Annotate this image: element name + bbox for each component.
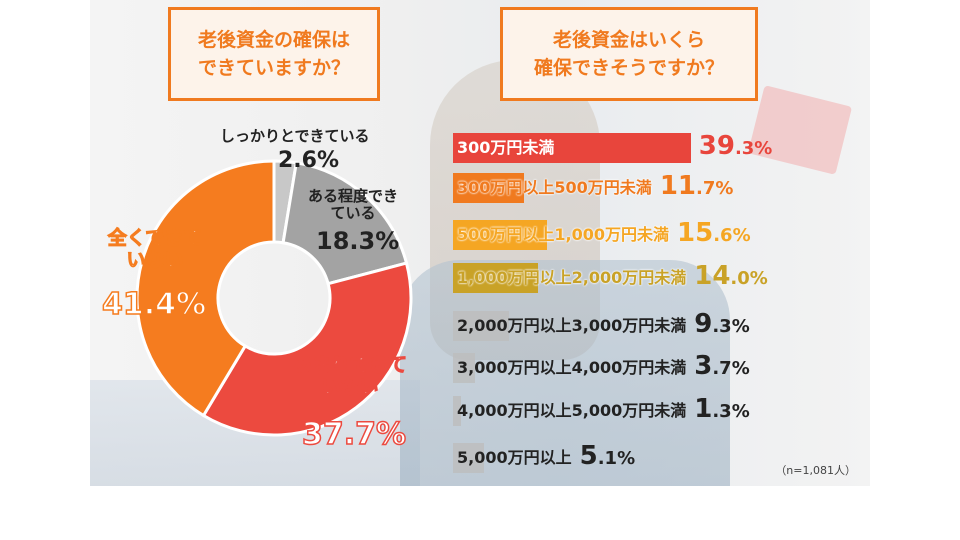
- slice-value-not-much: 37.7%: [301, 417, 407, 452]
- bar: [453, 133, 691, 163]
- bar-value-dec: .6%: [713, 225, 751, 246]
- bar-value: 3.7%: [694, 351, 750, 381]
- bar-value-dec: .3%: [712, 316, 750, 337]
- bar-value-int: 1: [694, 394, 713, 424]
- bar-value: 1.3%: [694, 394, 750, 424]
- slice-value-firmly: 2.6%: [278, 148, 340, 173]
- bar-value-dec: .7%: [712, 358, 750, 379]
- slice-value-not-at-all: 41.4%: [101, 287, 207, 322]
- bar: [453, 311, 510, 341]
- bar-value-int: 15: [677, 218, 714, 248]
- bar-value: 39.3%: [699, 131, 773, 161]
- slice-label-somewhat: ある程度できている: [308, 187, 399, 223]
- bar: [453, 220, 548, 250]
- sample-size-note: （n=1,081人）: [775, 464, 856, 477]
- donut-slice-not-at-all: [135, 159, 276, 418]
- bar-label: 5,000万円以上: [457, 448, 572, 467]
- bar-value-dec: .3%: [734, 138, 773, 159]
- bar: [453, 173, 524, 203]
- bar-label: 300万円未満: [457, 138, 555, 157]
- slice-label-firmly: しっかりとできている: [220, 127, 370, 145]
- bar-value-dec: .3%: [712, 401, 750, 422]
- bar-value-int: 5: [579, 441, 598, 471]
- slice-label-not-much: あまりできていない: [292, 354, 407, 399]
- bar-value: 5.1%: [580, 441, 636, 471]
- bar-value-int: 11: [659, 171, 696, 201]
- left-title-line1: 老後資金の確保は: [197, 29, 350, 51]
- bar-label: 2,000万円以上3,000万円未満: [457, 316, 687, 335]
- bar-value: 9.3%: [694, 309, 750, 339]
- right-title-line1: 老後資金はいくら: [552, 29, 705, 51]
- left-title-line2: できていますか？: [197, 57, 350, 79]
- bar-value-dec: .7%: [696, 178, 734, 199]
- bar-value-int: 14: [694, 261, 731, 291]
- bar-value: 15.6%: [677, 218, 751, 248]
- bar-label: 3,000万円以上4,000万円未満: [457, 358, 687, 377]
- bar-value: 11.7%: [660, 171, 734, 201]
- bar-value-int: 3: [694, 351, 713, 381]
- bar-value-int: 39: [698, 131, 735, 161]
- bar: [453, 263, 538, 293]
- slice-value-somewhat: 18.3%: [316, 227, 400, 255]
- bar-value: 14.0%: [694, 261, 768, 291]
- bar-value-int: 9: [694, 309, 713, 339]
- donut-slice-somewhat: [281, 161, 409, 286]
- bar-value-dec: .1%: [597, 448, 636, 469]
- bar-label: 500万円以上1,000万円未満: [457, 225, 670, 244]
- bar-value-dec: .0%: [730, 268, 768, 289]
- right-question-title: 老後資金はいくら 確保できそうですか？: [500, 7, 758, 101]
- slice-label-not-at-all: 全くできていない: [107, 227, 203, 272]
- bar: [453, 443, 484, 473]
- bar-label: 300万円以上500万円未満: [457, 178, 652, 197]
- donut-chart: [135, 159, 413, 437]
- bar-label: 4,000万円以上5,000万円未満: [457, 401, 687, 420]
- right-title-line2: 確保できそうですか？: [533, 57, 724, 79]
- bar: [453, 353, 476, 383]
- donut-slice-not-much: [201, 261, 413, 437]
- bar-label: 1,000万円以上2,000万円未満: [457, 268, 687, 287]
- infographic: 老後資金の確保は できていますか？ 老後資金はいくら 確保できそうですか？ しっ…: [90, 0, 870, 486]
- bar: [453, 396, 461, 426]
- left-question-title: 老後資金の確保は できていますか？: [168, 7, 380, 101]
- background-bankbook: [747, 85, 853, 175]
